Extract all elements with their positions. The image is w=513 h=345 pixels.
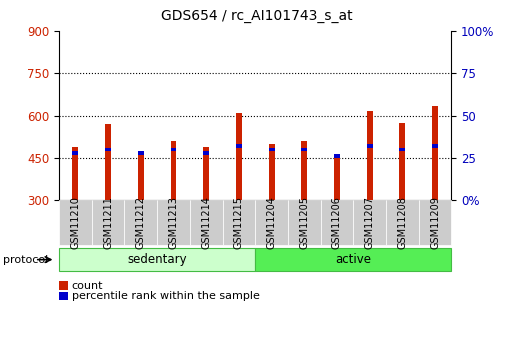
Bar [432,144,438,148]
Text: GDS654 / rc_AI101743_s_at: GDS654 / rc_AI101743_s_at [161,9,352,23]
Bar [400,124,405,200]
Text: GSM11211: GSM11211 [103,196,113,249]
Bar [72,147,78,200]
Bar [203,151,209,155]
Bar [301,148,307,151]
Bar [367,144,372,148]
Bar [203,147,209,200]
Bar [138,155,144,200]
Text: protocol: protocol [3,255,48,265]
Text: percentile rank within the sample: percentile rank within the sample [72,291,260,301]
Bar [400,148,405,151]
Text: GSM11205: GSM11205 [299,196,309,249]
Bar [170,148,176,151]
Bar [269,144,274,200]
Bar [138,151,144,155]
Text: GSM11215: GSM11215 [234,196,244,249]
Bar [236,144,242,148]
Bar [269,148,274,151]
Text: GSM11210: GSM11210 [70,196,81,249]
Text: GSM11212: GSM11212 [136,196,146,249]
Bar [105,124,111,200]
Text: sedentary: sedentary [127,253,187,266]
Bar [334,154,340,200]
Bar [236,113,242,200]
Bar [105,148,111,151]
Bar [367,111,372,200]
Text: GSM11207: GSM11207 [365,196,374,249]
Text: GSM11208: GSM11208 [398,196,407,249]
Text: GSM11206: GSM11206 [332,196,342,249]
Text: GSM11214: GSM11214 [201,196,211,249]
Text: active: active [336,253,371,266]
Text: GSM11213: GSM11213 [168,196,179,249]
Bar [72,151,78,155]
Text: GSM11204: GSM11204 [267,196,277,249]
Bar [301,141,307,200]
Bar [170,141,176,200]
Text: count: count [72,281,103,290]
Bar [334,154,340,158]
Text: GSM11209: GSM11209 [430,196,440,249]
Bar [432,106,438,200]
